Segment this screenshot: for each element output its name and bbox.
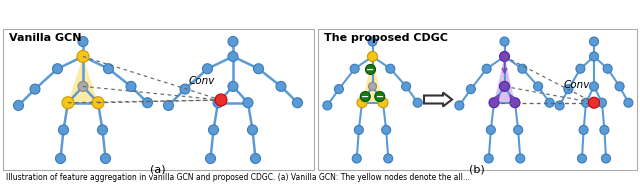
Circle shape	[381, 125, 390, 135]
Circle shape	[576, 64, 585, 73]
Text: Conv: Conv	[564, 80, 590, 90]
Circle shape	[202, 64, 212, 74]
Circle shape	[78, 81, 88, 91]
Circle shape	[589, 97, 600, 108]
Circle shape	[378, 98, 388, 108]
Circle shape	[384, 154, 393, 163]
Circle shape	[334, 85, 344, 94]
Text: The proposed CDGC: The proposed CDGC	[324, 33, 448, 43]
Circle shape	[78, 36, 88, 47]
Circle shape	[365, 64, 376, 75]
Circle shape	[386, 64, 395, 73]
Circle shape	[514, 125, 523, 135]
Circle shape	[143, 98, 152, 108]
Circle shape	[360, 92, 371, 102]
Circle shape	[13, 100, 24, 110]
Text: Illustration of feature aggregation in vanilla GCN and proposed CDGC. (a) Vanill: Illustration of feature aggregation in v…	[6, 173, 470, 182]
Circle shape	[276, 81, 286, 91]
Circle shape	[215, 94, 227, 106]
Circle shape	[52, 64, 63, 74]
Circle shape	[600, 125, 609, 135]
Circle shape	[499, 52, 509, 61]
Circle shape	[100, 153, 111, 163]
Circle shape	[92, 97, 104, 109]
Polygon shape	[362, 56, 383, 103]
Circle shape	[323, 101, 332, 110]
Circle shape	[615, 82, 624, 91]
Text: Conv: Conv	[189, 76, 216, 86]
Circle shape	[228, 81, 238, 91]
Circle shape	[56, 153, 65, 163]
Circle shape	[243, 98, 253, 108]
Circle shape	[579, 125, 588, 135]
Text: (b): (b)	[469, 165, 485, 175]
Circle shape	[582, 98, 591, 107]
Circle shape	[577, 154, 586, 163]
Bar	[318, 29, 637, 170]
Circle shape	[499, 81, 509, 91]
Circle shape	[486, 125, 495, 135]
Circle shape	[357, 98, 367, 108]
Circle shape	[598, 98, 607, 107]
Circle shape	[253, 64, 264, 74]
Circle shape	[367, 52, 378, 61]
Circle shape	[545, 98, 554, 107]
Circle shape	[534, 82, 543, 91]
Circle shape	[30, 84, 40, 94]
Circle shape	[518, 64, 527, 73]
Circle shape	[77, 50, 89, 63]
Circle shape	[126, 81, 136, 91]
Circle shape	[355, 125, 364, 135]
Circle shape	[603, 64, 612, 73]
Circle shape	[489, 98, 499, 108]
Circle shape	[209, 125, 218, 135]
FancyArrow shape	[424, 93, 452, 107]
Text: −: −	[361, 92, 369, 102]
Circle shape	[555, 101, 564, 110]
Circle shape	[589, 37, 598, 46]
Circle shape	[228, 52, 238, 61]
Circle shape	[58, 125, 68, 135]
Circle shape	[589, 52, 598, 61]
Polygon shape	[68, 56, 98, 103]
Circle shape	[213, 98, 223, 108]
Circle shape	[589, 82, 598, 91]
Circle shape	[564, 85, 573, 94]
Circle shape	[97, 125, 108, 135]
Text: (a): (a)	[150, 165, 166, 175]
Circle shape	[369, 82, 376, 90]
Circle shape	[402, 82, 411, 91]
Circle shape	[455, 101, 464, 110]
Circle shape	[248, 125, 257, 135]
Circle shape	[482, 64, 491, 73]
Circle shape	[352, 154, 361, 163]
Circle shape	[250, 153, 260, 163]
Circle shape	[228, 36, 238, 47]
Text: Vanilla GCN: Vanilla GCN	[9, 33, 81, 43]
Circle shape	[467, 85, 476, 94]
Circle shape	[510, 98, 520, 108]
Circle shape	[104, 64, 113, 74]
Circle shape	[602, 154, 611, 163]
Circle shape	[413, 98, 422, 107]
Circle shape	[368, 37, 377, 46]
Text: −: −	[376, 92, 384, 102]
Circle shape	[292, 98, 303, 108]
Circle shape	[180, 84, 190, 94]
Polygon shape	[494, 56, 515, 103]
Bar	[3, 29, 314, 170]
Circle shape	[350, 64, 359, 73]
Circle shape	[205, 153, 216, 163]
Text: −: −	[367, 64, 374, 75]
Circle shape	[163, 100, 173, 110]
Circle shape	[500, 37, 509, 46]
Circle shape	[375, 92, 385, 102]
Circle shape	[484, 154, 493, 163]
Circle shape	[516, 154, 525, 163]
Circle shape	[624, 98, 633, 107]
Circle shape	[62, 97, 74, 109]
